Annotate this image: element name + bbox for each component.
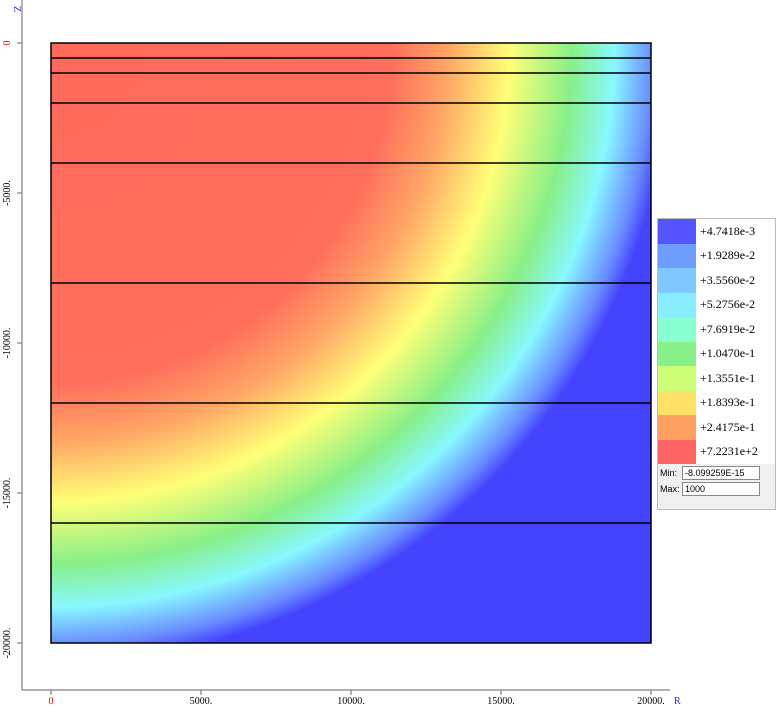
legend-entry: +5.2756e-2 (658, 292, 775, 317)
legend-swatch (658, 317, 696, 342)
legend-swatch (658, 219, 696, 244)
legend-label: +5.2756e-2 (700, 297, 756, 312)
min-input[interactable]: -8.099259E-15 (682, 466, 760, 480)
legend-entry: +7.2231e+2 (658, 439, 775, 464)
legend-label: +7.2231e+2 (700, 444, 758, 459)
y-tick-label: -10000. (2, 328, 13, 359)
x-axis-label: R (674, 696, 681, 707)
x-tick-label: 15000. (487, 696, 515, 707)
domain-outline (50, 42, 652, 644)
legend-swatch (658, 341, 696, 366)
legend-swatch (658, 268, 696, 293)
legend-label: +1.3551e-1 (700, 370, 756, 385)
x-tick-label: 5000. (190, 696, 213, 707)
legend-swatch (658, 415, 696, 440)
legend-label: +1.9289e-2 (700, 248, 756, 263)
legend-entry: +7.6919e-2 (658, 317, 775, 342)
legend-swatch (658, 366, 696, 391)
legend-entry: +2.4175e-1 (658, 415, 775, 440)
x-tick-label: 10000. (337, 696, 365, 707)
legend: +4.7418e-3 +1.9289e-2 +3.5560e-2 +5.2756e-2… (657, 218, 776, 510)
legend-label: +1.8393e-1 (700, 395, 756, 410)
min-control: Min: -8.099259E-15 (660, 466, 775, 480)
legend-entry: +1.8393e-1 (658, 390, 775, 415)
field (51, 43, 651, 643)
x-tick-label: 20000. (637, 696, 665, 707)
legend-entry: +4.7418e-3 (658, 219, 775, 244)
legend-entries: +4.7418e-3 +1.9289e-2 +3.5560e-2 +5.2756e-2… (658, 219, 775, 464)
legend-entry: +1.0470e-1 (658, 341, 775, 366)
max-label: Max: (660, 484, 680, 494)
legend-label: +2.4175e-1 (700, 419, 756, 434)
legend-label: +3.5560e-2 (700, 272, 756, 287)
legend-entry: +1.3551e-1 (658, 366, 775, 391)
legend-label: +7.6919e-2 (700, 321, 756, 336)
max-control: Max: 1000 (660, 482, 775, 496)
min-label: Min: (660, 468, 678, 478)
legend-swatch (658, 390, 696, 415)
legend-entry: +3.5560e-2 (658, 268, 775, 293)
y-tick-label: -20000. (2, 628, 13, 659)
y-tick-label: -5000. (2, 180, 13, 206)
legend-label: +4.7418e-3 (700, 223, 756, 238)
max-input[interactable]: 1000 (682, 482, 760, 496)
y-tick-label: 0 (2, 41, 13, 46)
legend-entry: +1.9289e-2 (658, 243, 775, 268)
x-tick-label: 0 (49, 696, 54, 707)
y-axis-label: Z (11, 6, 22, 12)
legend-swatch (658, 439, 696, 464)
legend-swatch (658, 243, 696, 268)
y-tick-label: -15000. (2, 478, 13, 509)
legend-label: +1.0470e-1 (700, 346, 756, 361)
legend-swatch (658, 292, 696, 317)
